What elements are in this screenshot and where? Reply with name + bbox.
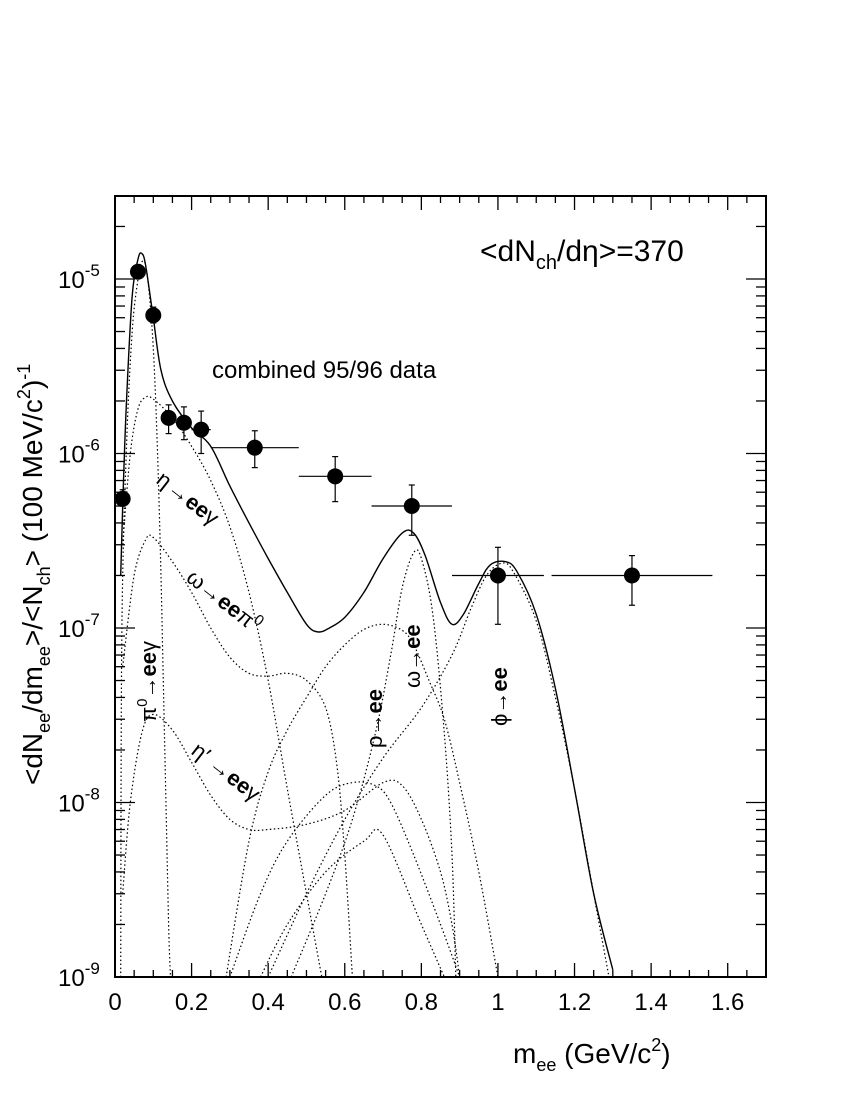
- data-marker: [160, 409, 177, 426]
- component-curve-aux-tail: [229, 781, 461, 977]
- data-point: [371, 484, 452, 536]
- data-marker: [403, 498, 420, 515]
- component-curve-aux-phi-tail: [259, 828, 445, 977]
- label-eta-dalitz: η→eeγ: [152, 466, 224, 530]
- x-tick-label: 1.2: [558, 989, 591, 1016]
- total-curve-line: [120, 252, 614, 970]
- component-curve-etaprime-Dalitz: [122, 713, 461, 977]
- y-tick-label: 10-8: [58, 785, 100, 818]
- data-marker: [193, 421, 210, 438]
- component-curve-omega: [290, 549, 457, 977]
- plot-area: [114, 195, 767, 978]
- data-point: [175, 406, 192, 441]
- y-axis-title: <dNee/dmee>/<Nch> (100 MeV/c2)-1: [14, 364, 54, 785]
- dataset-annotation: combined 95/96 data: [212, 357, 437, 384]
- data-point: [551, 554, 713, 606]
- x-tick-label: 0.4: [251, 989, 284, 1016]
- data-marker: [129, 263, 146, 280]
- x-tick-label: 1.6: [711, 989, 744, 1016]
- multiplicity-annotation: <dNch/dη>=370: [480, 235, 684, 274]
- label-omega: ω→ee: [400, 624, 425, 688]
- x-tick-label: 0: [108, 989, 121, 1016]
- data-point: [145, 306, 162, 324]
- label-etaprime-dalitz: η′→eeγ: [187, 737, 265, 806]
- data-point: [298, 455, 372, 503]
- label-phi: ϕ→ee: [487, 667, 512, 726]
- x-tick-label: 0.2: [175, 989, 208, 1016]
- data-point: [210, 430, 299, 469]
- data-point: [129, 263, 146, 280]
- total-cocktail-curve: [120, 252, 614, 970]
- component-curve-phi: [267, 562, 610, 977]
- x-axis-title: mee (GeV/c2): [513, 1035, 671, 1075]
- label-pi0-dalitz: π0→eeγ: [134, 641, 161, 722]
- data-point: [160, 404, 177, 435]
- y-tick-label: 10-5: [58, 261, 100, 294]
- y-tick-label: 10-9: [58, 959, 100, 992]
- data-points: [114, 263, 713, 625]
- axis-ticks: [114, 195, 767, 978]
- component-curve-eta-Dalitz: [122, 395, 323, 977]
- y-tick-labels: 10-9 10-8 10-7 10-6 10-5: [58, 261, 100, 992]
- data-marker: [114, 490, 131, 507]
- label-omega-dalitz: ω→eeπ0: [182, 563, 267, 638]
- x-tick-label: 1: [491, 989, 504, 1016]
- data-marker: [175, 414, 192, 431]
- x-tick-label: 0.6: [328, 989, 361, 1016]
- data-marker: [489, 567, 506, 584]
- y-tick-label: 10-6: [58, 436, 100, 469]
- component-curve-rho: [225, 623, 499, 977]
- label-rho: ρ→ee: [362, 689, 387, 748]
- data-point: [114, 489, 131, 507]
- x-tick-labels: 0 0.2 0.4 0.6 0.8 1 1.2 1.4 1.6: [108, 989, 744, 1016]
- y-tick-label: 10-7: [58, 610, 100, 643]
- x-tick-label: 0.8: [405, 989, 438, 1016]
- data-marker: [327, 468, 344, 485]
- data-marker: [246, 439, 263, 456]
- x-tick-label: 1.4: [634, 989, 667, 1016]
- data-point: [191, 410, 211, 455]
- data-marker: [145, 307, 162, 324]
- data-point: [451, 546, 544, 625]
- data-marker: [623, 567, 640, 584]
